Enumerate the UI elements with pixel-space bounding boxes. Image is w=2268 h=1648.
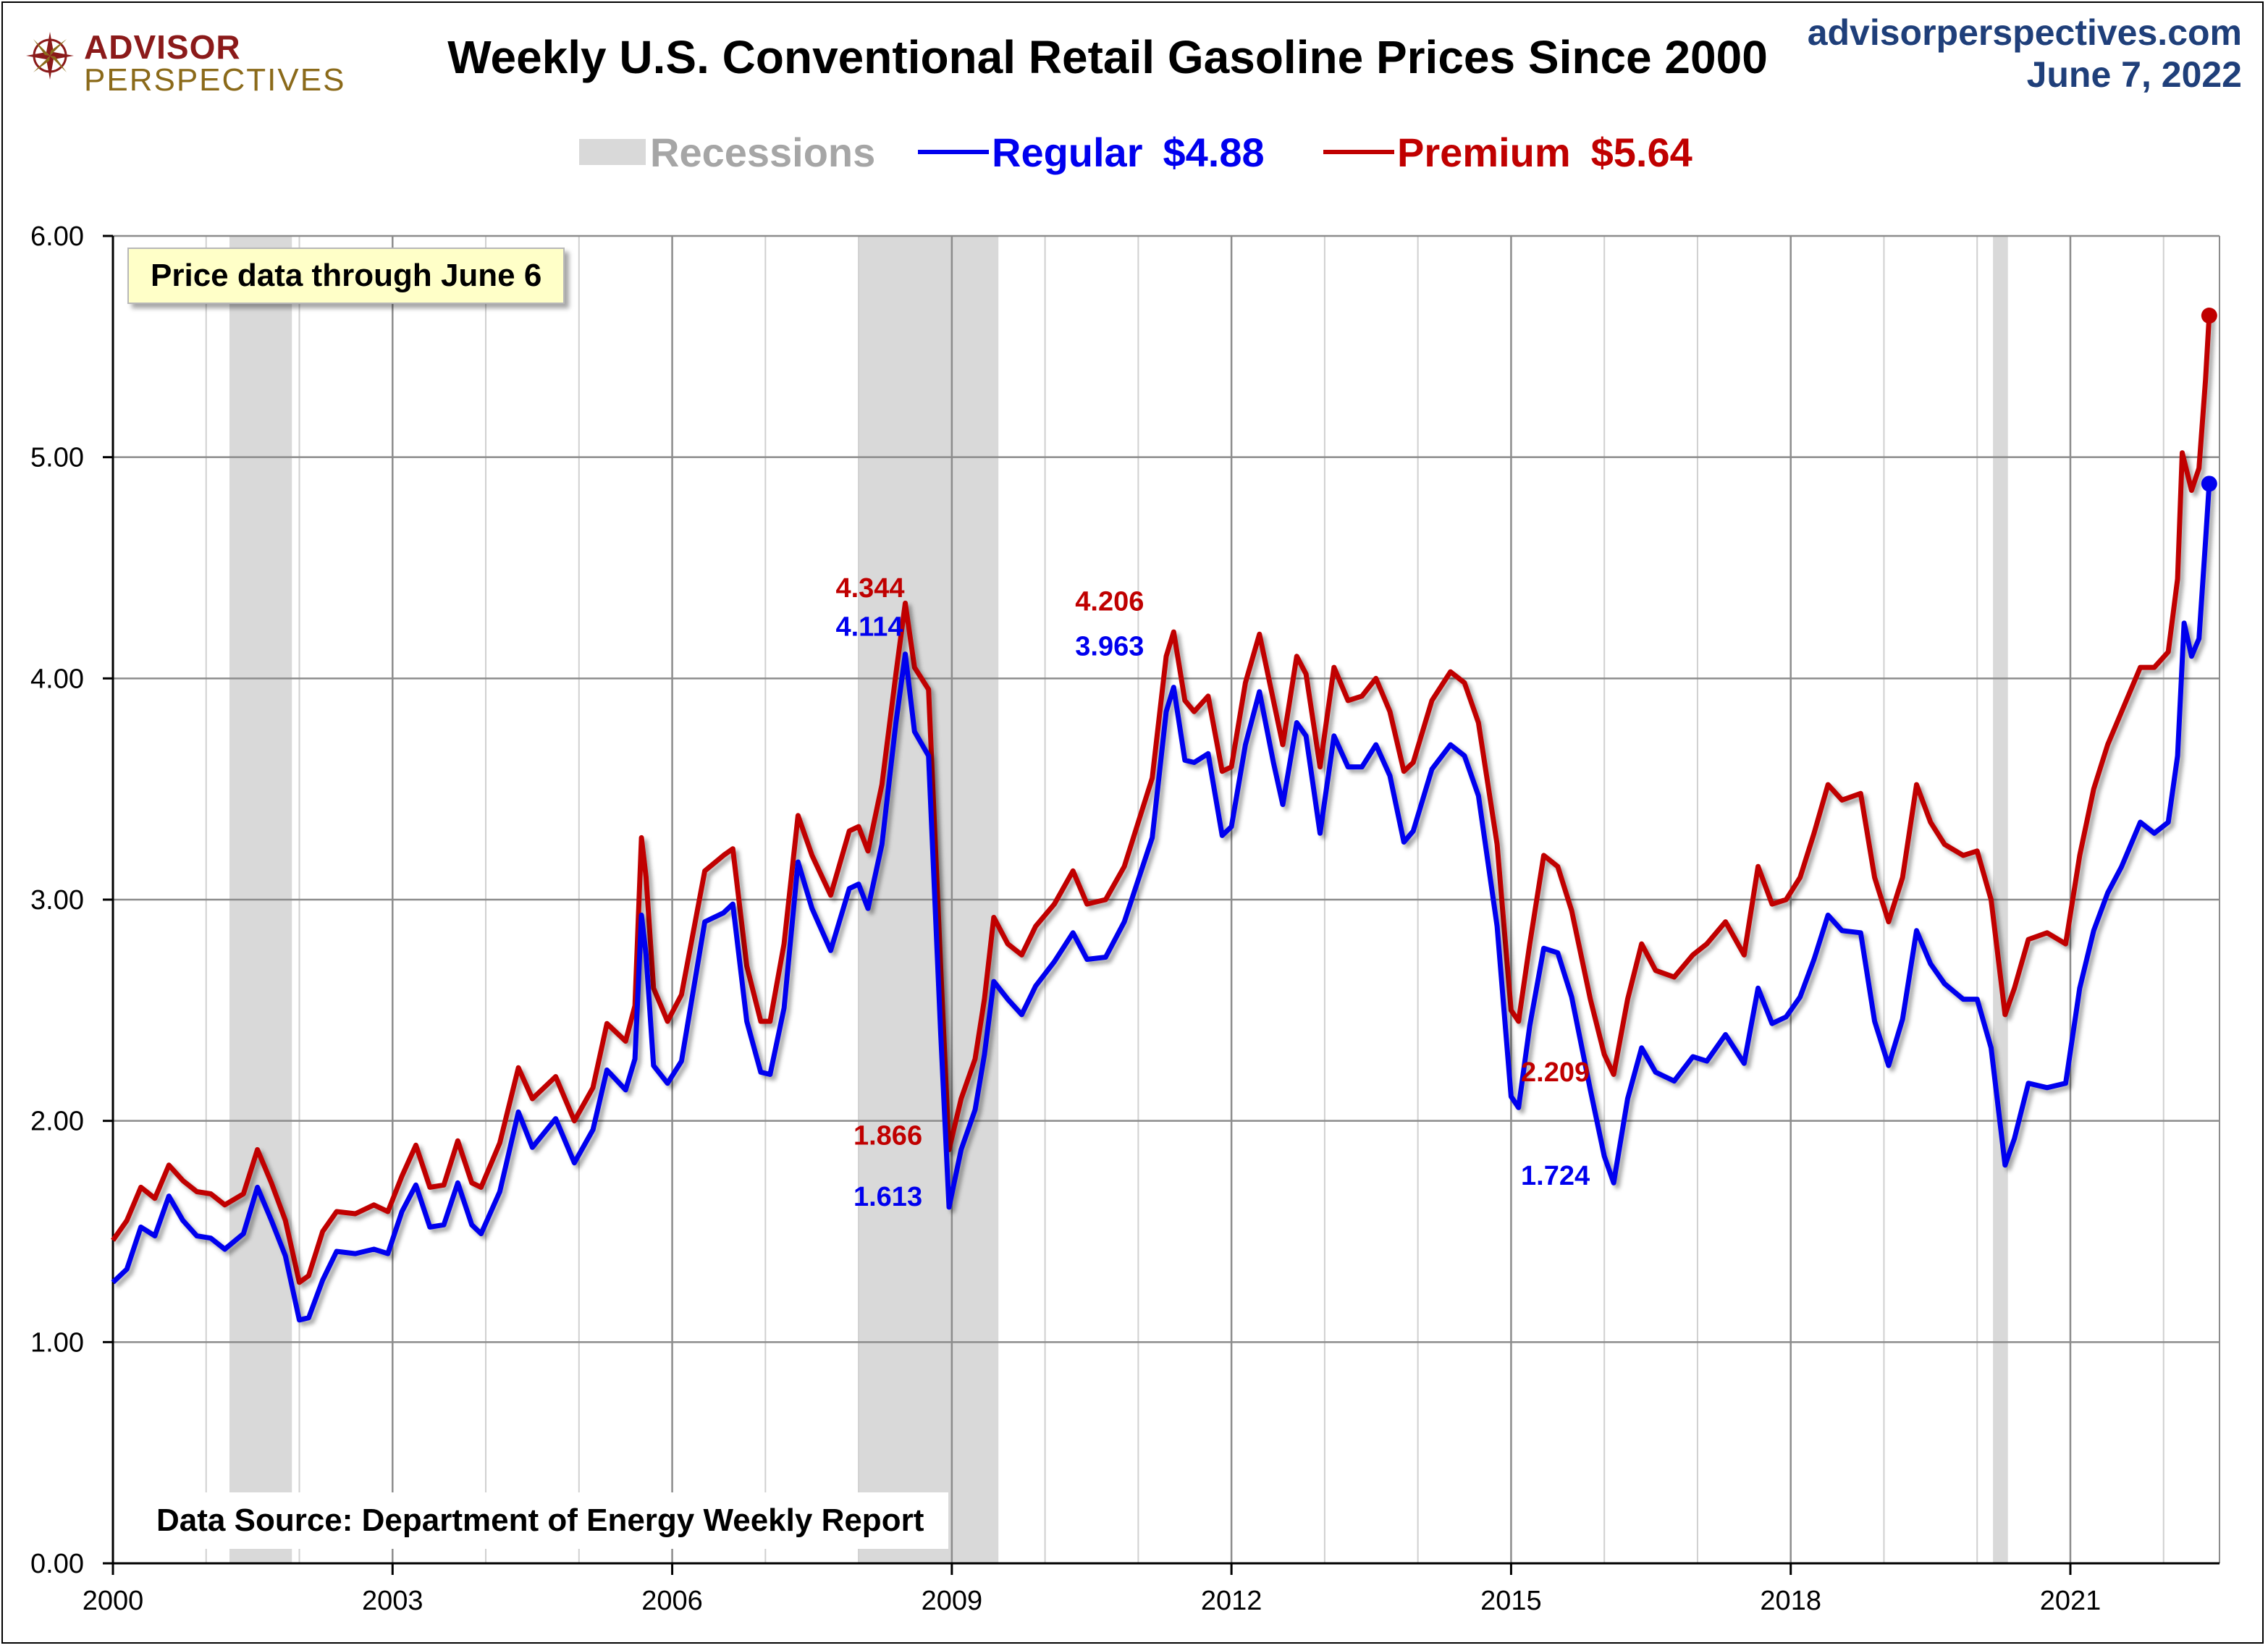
- x-tick-label: 2018: [1760, 1586, 1821, 1616]
- legend-recessions: Recessions: [579, 123, 875, 181]
- data-label: 3.963: [1075, 632, 1144, 662]
- x-tick-label: 2012: [1201, 1586, 1262, 1616]
- premium-swatch: [1323, 150, 1394, 154]
- site-info: advisorperspectives.com June 7, 2022: [1808, 12, 2242, 96]
- data-label: 4.114: [835, 612, 903, 642]
- y-tick-label: 2.00: [30, 1107, 84, 1137]
- regular-swatch: [918, 150, 989, 154]
- x-tick-label: 2021: [2040, 1586, 2102, 1616]
- axes: 0.00 1.00 2.00 3.00 4.00 5.00 6.00 2000 2003 2006…: [30, 221, 2219, 1616]
- logo-text-top: ADVISOR: [84, 28, 241, 66]
- data-label: 4.344: [835, 573, 904, 604]
- chart-legend: Recessions Regular $4.88 Premium $5.64: [0, 123, 2268, 181]
- logo-text-bottom: PERSPECTIVES: [84, 62, 346, 98]
- y-tick-label: 3.00: [30, 885, 84, 916]
- legend-premium-value: $5.64: [1590, 129, 1692, 175]
- series-endpoint-premium: [2201, 308, 2217, 324]
- x-tick-label: 2003: [362, 1586, 423, 1616]
- legend-premium-label: Premium: [1397, 129, 1571, 175]
- data-label: 4.206: [1075, 586, 1144, 617]
- site-url[interactable]: advisorperspectives.com: [1807, 12, 2242, 53]
- data-label: 1.613: [853, 1182, 922, 1212]
- gridlines: [111, 234, 2220, 1565]
- publish-date: June 7, 2022: [2026, 54, 2242, 95]
- x-tick-label: 2009: [922, 1586, 983, 1616]
- data-label: 2.209: [1521, 1057, 1590, 1088]
- data-label: 1.866: [853, 1121, 922, 1152]
- price-data-note: Price data through June 6: [127, 248, 565, 304]
- y-tick-label: 6.00: [30, 221, 84, 252]
- data-label: 1.724: [1521, 1161, 1590, 1191]
- y-tick-label: 5.00: [30, 443, 84, 473]
- legend-premium: Premium $5.64: [1323, 123, 1692, 181]
- series-endpoint-regular: [2201, 476, 2217, 492]
- series-lines: [111, 308, 2217, 1323]
- data-source-label: Data Source: Department of Energy Weekly…: [135, 1492, 949, 1549]
- y-tick-label: 4.00: [30, 664, 84, 694]
- x-tick-label: 2000: [83, 1586, 144, 1616]
- data-labels: 4.344 4.114 4.206 3.963 1.866 1.613 2.209 1.724: [835, 573, 1590, 1212]
- legend-regular-label: Regular: [992, 129, 1143, 175]
- series-line-regular: [111, 483, 2212, 1323]
- recession-swatch: [579, 139, 646, 165]
- legend-regular-value: $4.88: [1163, 129, 1265, 175]
- advisor-perspectives-logo: ADVISOR PERSPECTIVES: [25, 26, 344, 98]
- chart-title: Weekly U.S. Conventional Retail Gasoline…: [447, 31, 1768, 83]
- y-tick-label: 1.00: [30, 1327, 84, 1358]
- legend-recessions-label: Recessions: [650, 129, 876, 175]
- legend-regular: Regular $4.88: [918, 123, 1265, 181]
- compass-rose-icon: [26, 32, 74, 80]
- series-line-premium: [111, 315, 2212, 1285]
- y-tick-label: 0.00: [30, 1549, 84, 1579]
- x-tick-label: 2015: [1480, 1586, 1542, 1616]
- x-tick-label: 2006: [641, 1586, 703, 1616]
